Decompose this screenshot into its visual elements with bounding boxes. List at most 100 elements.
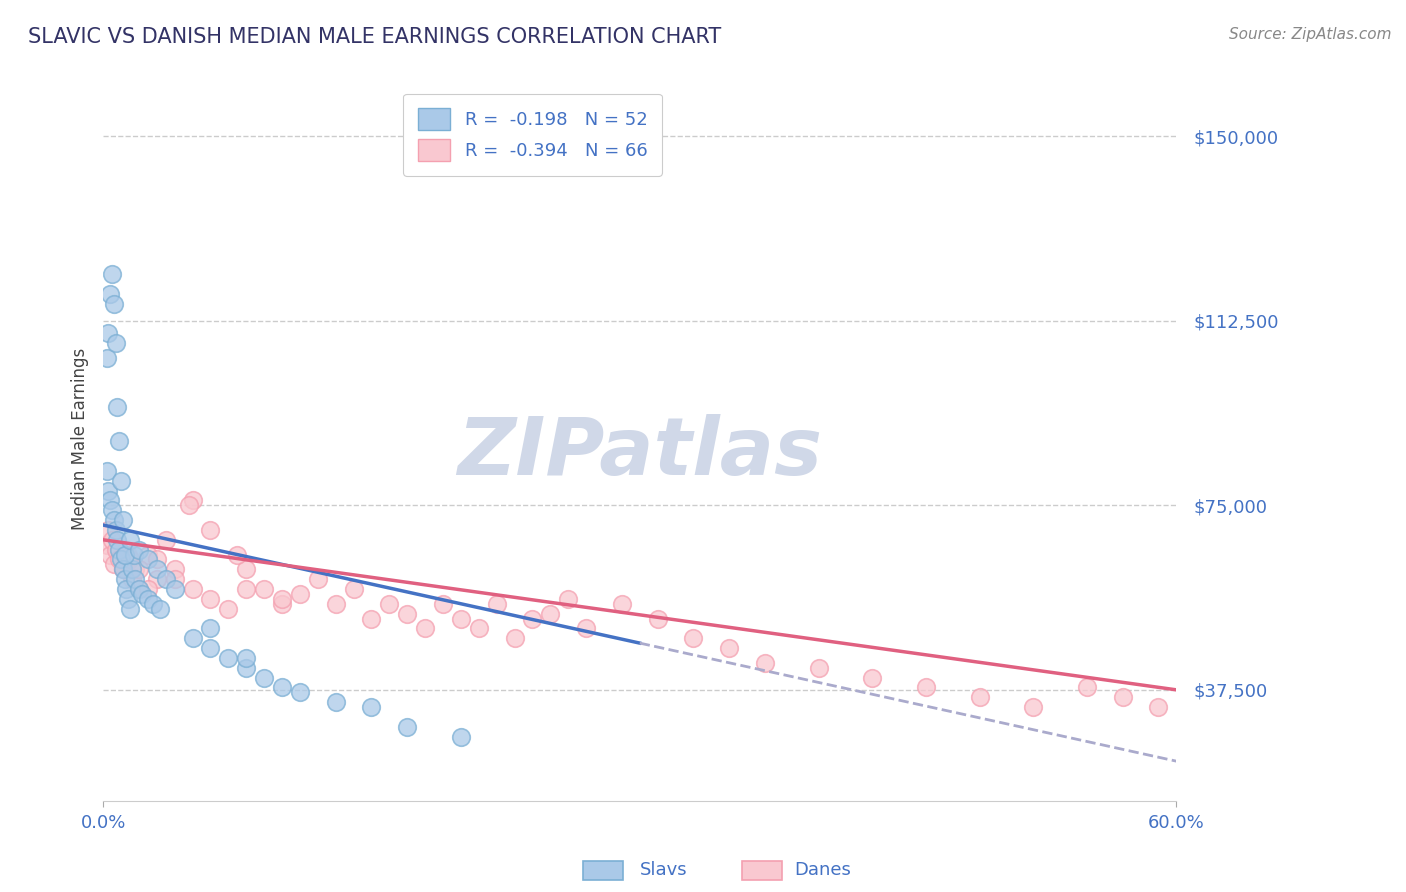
Point — [718, 640, 741, 655]
Point — [122, 548, 145, 562]
Point — [200, 621, 222, 635]
Point — [136, 582, 159, 596]
Point — [610, 597, 633, 611]
Point — [128, 542, 150, 557]
Point — [107, 400, 129, 414]
Point — [235, 562, 257, 576]
Point — [111, 562, 134, 576]
Point — [101, 267, 124, 281]
Legend: R =  -0.198   N = 52, R =  -0.394   N = 66: R = -0.198 N = 52, R = -0.394 N = 66 — [404, 94, 662, 176]
Point — [114, 562, 136, 576]
Point — [378, 597, 401, 611]
Text: Source: ZipAtlas.com: Source: ZipAtlas.com — [1229, 27, 1392, 42]
Point — [117, 548, 139, 562]
Point — [575, 621, 598, 635]
Point — [98, 493, 121, 508]
Point — [271, 597, 294, 611]
Text: SLAVIC VS DANISH MEDIAN MALE EARNINGS CORRELATION CHART: SLAVIC VS DANISH MEDIAN MALE EARNINGS CO… — [28, 27, 721, 46]
Point — [163, 582, 186, 596]
Point — [136, 552, 159, 566]
Point — [149, 601, 172, 615]
Point — [111, 562, 134, 576]
Point — [103, 558, 125, 572]
Point — [271, 591, 294, 606]
Point — [485, 597, 508, 611]
Point — [128, 562, 150, 576]
Point — [104, 523, 127, 537]
Point — [118, 601, 141, 615]
Point — [1022, 700, 1045, 714]
Point — [114, 548, 136, 562]
Point — [97, 326, 120, 341]
Point — [325, 597, 347, 611]
Point — [682, 631, 704, 645]
Point — [128, 582, 150, 596]
Point — [235, 582, 257, 596]
Point — [98, 286, 121, 301]
Point — [360, 700, 382, 714]
Point — [557, 591, 579, 606]
Point — [121, 562, 143, 576]
Point — [177, 499, 200, 513]
Point — [360, 611, 382, 625]
Point — [96, 351, 118, 365]
Point — [103, 296, 125, 310]
Point — [181, 582, 204, 596]
Point — [432, 597, 454, 611]
Point — [146, 562, 169, 576]
Point — [200, 640, 222, 655]
Point — [108, 434, 131, 449]
Point — [1147, 700, 1170, 714]
Point — [128, 582, 150, 596]
Point — [396, 720, 419, 734]
Point — [200, 591, 222, 606]
Point — [124, 562, 146, 576]
Point — [115, 582, 138, 596]
Point — [538, 607, 561, 621]
Point — [110, 474, 132, 488]
Point — [235, 651, 257, 665]
Point — [101, 503, 124, 517]
Point — [200, 523, 222, 537]
Point — [103, 513, 125, 527]
Point — [807, 661, 830, 675]
Point — [288, 685, 311, 699]
Point — [217, 651, 239, 665]
Point — [325, 695, 347, 709]
Point — [111, 513, 134, 527]
Point — [181, 493, 204, 508]
Point — [121, 572, 143, 586]
Point — [97, 483, 120, 498]
Point — [342, 582, 364, 596]
Point — [98, 548, 121, 562]
Point — [96, 538, 118, 552]
Point — [146, 572, 169, 586]
Point — [522, 611, 544, 625]
Point — [860, 671, 883, 685]
Point — [110, 552, 132, 566]
Point — [124, 572, 146, 586]
Point — [131, 587, 153, 601]
Point — [271, 681, 294, 695]
Text: ZIPatlas: ZIPatlas — [457, 415, 823, 492]
Point — [108, 542, 131, 557]
Point — [307, 572, 329, 586]
Point — [217, 601, 239, 615]
Point — [226, 548, 249, 562]
Point — [142, 597, 165, 611]
Point — [235, 661, 257, 675]
Point — [155, 572, 177, 586]
Point — [450, 730, 472, 744]
Point — [96, 464, 118, 478]
Text: Danes: Danes — [794, 861, 851, 879]
Point — [181, 631, 204, 645]
Point — [647, 611, 669, 625]
Point — [1076, 681, 1098, 695]
Point — [104, 336, 127, 351]
Point — [110, 552, 132, 566]
Point — [146, 552, 169, 566]
Point — [754, 656, 776, 670]
Point — [104, 542, 127, 557]
Point — [163, 572, 186, 586]
Point — [468, 621, 491, 635]
